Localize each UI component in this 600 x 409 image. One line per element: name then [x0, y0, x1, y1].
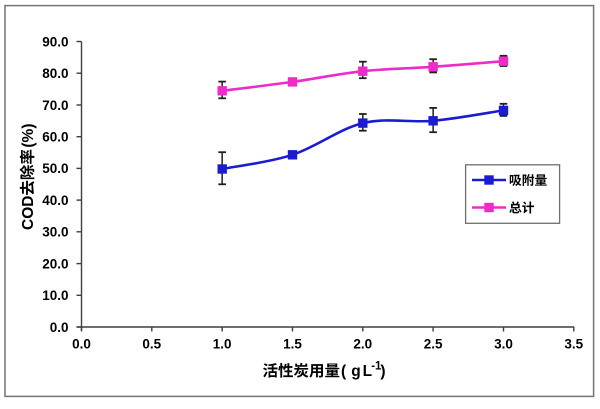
svg-text:50.0: 50.0 [42, 161, 68, 176]
svg-text:2.0: 2.0 [353, 337, 372, 352]
svg-text:): ) [380, 363, 385, 380]
svg-text:20.0: 20.0 [42, 256, 68, 271]
svg-text:2.5: 2.5 [424, 337, 443, 352]
svg-text:90.0: 90.0 [42, 34, 68, 49]
svg-text:-1: -1 [371, 360, 382, 372]
svg-text:60.0: 60.0 [42, 130, 68, 145]
svg-text:L: L [363, 363, 372, 380]
svg-text:COD: COD [20, 196, 37, 230]
svg-text:g: g [351, 363, 360, 380]
svg-text:0.0: 0.0 [50, 320, 69, 335]
svg-text:10.0: 10.0 [42, 288, 68, 303]
svg-text:3.0: 3.0 [494, 337, 513, 352]
svg-text:80.0: 80.0 [42, 66, 68, 81]
svg-text:3.5: 3.5 [564, 337, 583, 352]
svg-text:1.5: 1.5 [283, 337, 302, 352]
svg-text:(: ( [341, 363, 347, 380]
svg-text:(%): (%) [20, 123, 37, 147]
svg-text:0.5: 0.5 [142, 337, 161, 352]
svg-text:40.0: 40.0 [42, 193, 68, 208]
svg-text:1.0: 1.0 [213, 337, 232, 352]
svg-text:30.0: 30.0 [42, 225, 68, 240]
svg-text:0.0: 0.0 [72, 337, 91, 352]
svg-text:70.0: 70.0 [42, 98, 68, 113]
